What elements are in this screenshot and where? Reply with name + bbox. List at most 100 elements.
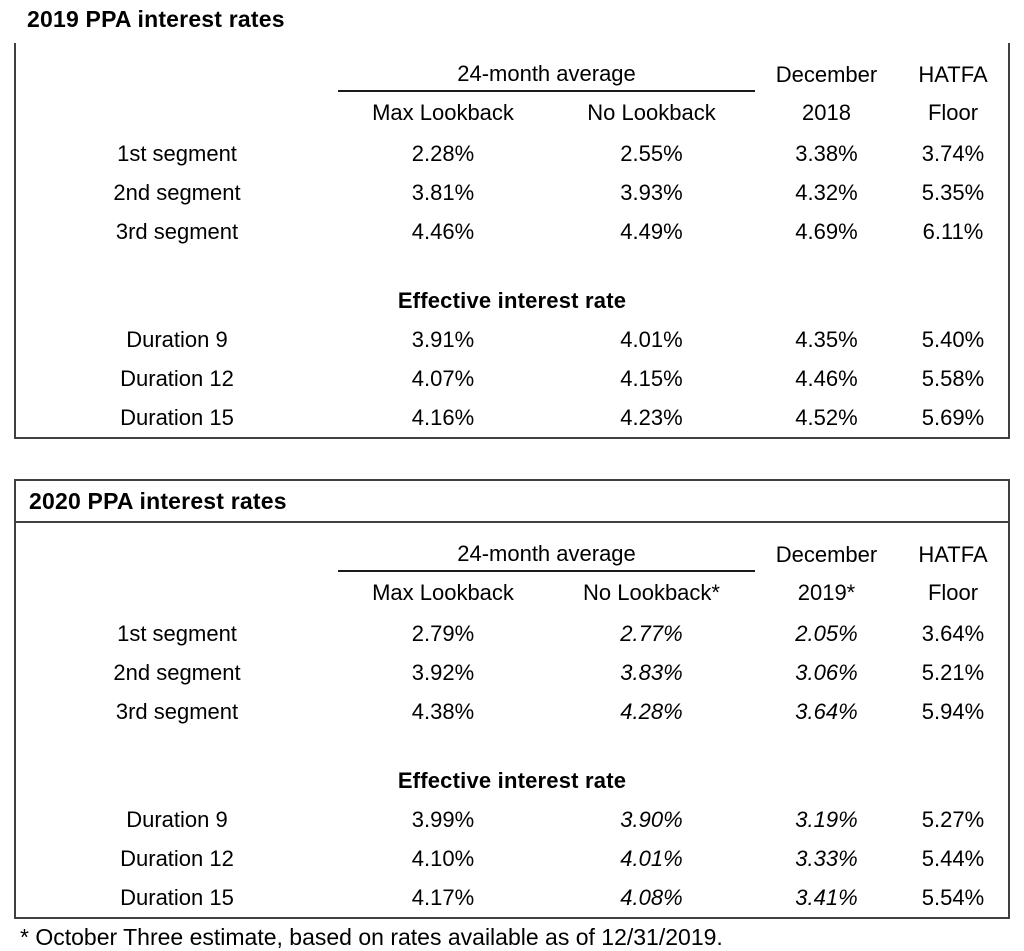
header-row: Max Lookback No Lookback* 2019* Floor <box>16 571 1008 614</box>
spacer-cell <box>16 731 1008 761</box>
table-row: Duration 12 4.07% 4.15% 4.46% 5.58% <box>16 359 1008 398</box>
cell-max-lookback: 4.17% <box>411 884 475 910</box>
cell-no-lookback: 4.01% <box>620 326 683 352</box>
table-row: 1st segment 2.79% 2.77% 2.05% 3.64% <box>16 614 1008 653</box>
cell-december: 3.06% <box>795 659 858 685</box>
cell-december: 4.35% <box>795 326 858 352</box>
row-label: Duration 15 <box>120 884 234 910</box>
cell-hatfa-floor: 5.54% <box>921 884 985 910</box>
cell-december: 4.52% <box>795 404 858 430</box>
cell-hatfa-floor: 5.58% <box>921 365 985 391</box>
cell-max-lookback: 4.07% <box>411 365 475 391</box>
cell-december: 3.19% <box>795 806 858 832</box>
cell-max-lookback: 4.46% <box>411 218 475 244</box>
spacer-row <box>16 731 1008 761</box>
spacer-row <box>16 251 1008 281</box>
col-header-no-lookback: No Lookback <box>587 100 716 125</box>
cell-december: 4.69% <box>795 218 858 244</box>
table-row: Duration 9 3.91% 4.01% 4.35% 5.40% <box>16 320 1008 359</box>
row-label: 3rd segment <box>115 218 239 244</box>
cell-max-lookback: 2.79% <box>411 620 475 646</box>
cell-hatfa-floor: 5.35% <box>921 179 985 205</box>
table-row: 2nd segment 3.92% 3.83% 3.06% 5.21% <box>16 653 1008 692</box>
cell-hatfa-floor: 3.64% <box>921 620 985 646</box>
cell-hatfa-floor: 5.44% <box>921 845 985 871</box>
cell-max-lookback: 3.81% <box>411 179 475 205</box>
empty-cell <box>16 43 338 91</box>
cell-max-lookback: 3.99% <box>411 806 475 832</box>
cell-no-lookback: 4.28% <box>620 698 683 724</box>
row-label: Duration 12 <box>120 365 234 391</box>
cell-no-lookback: 3.93% <box>620 179 683 205</box>
ppa-2020-table-box: 2020 PPA interest rates 24-month average… <box>14 479 1010 919</box>
row-label: 1st segment <box>117 140 237 166</box>
cell-december: 3.33% <box>795 845 858 871</box>
cell-no-lookback: 4.49% <box>620 218 683 244</box>
row-label: 3rd segment <box>115 698 239 724</box>
rates-table-2019: 24-month average December HATFA Max Look… <box>16 43 1008 437</box>
table-row: Duration 15 4.16% 4.23% 4.52% 5.69% <box>16 398 1008 437</box>
col-header-floor: Floor <box>927 99 979 125</box>
section-row: Effective interest rate <box>16 761 1008 800</box>
cell-max-lookback: 3.91% <box>411 326 475 352</box>
section-row: Effective interest rate <box>16 281 1008 320</box>
section-label: Effective interest rate <box>397 767 627 793</box>
cell-no-lookback: 3.83% <box>620 659 683 685</box>
cell-no-lookback: 2.55% <box>620 140 683 166</box>
empty-cell <box>16 571 338 614</box>
spacer-cell <box>16 251 1008 281</box>
col-header-december: December <box>775 542 878 567</box>
cell-max-lookback: 4.10% <box>411 845 475 871</box>
row-label: 2nd segment <box>113 659 241 685</box>
cell-hatfa-floor: 3.74% <box>921 140 985 166</box>
cell-no-lookback: 2.77% <box>620 620 683 646</box>
cell-no-lookback: 4.15% <box>620 365 683 391</box>
row-label: Duration 12 <box>120 845 234 871</box>
cell-hatfa-floor: 5.21% <box>921 659 985 685</box>
table-row: 2nd segment 3.81% 3.93% 4.32% 5.35% <box>16 173 1008 212</box>
cell-max-lookback: 4.38% <box>411 698 475 724</box>
row-label: Duration 9 <box>126 806 228 832</box>
cell-max-lookback: 3.92% <box>411 659 475 685</box>
table-title-2019: 2019 PPA interest rates <box>27 6 285 32</box>
table-row: 1st segment 2.28% 2.55% 3.38% 3.74% <box>16 134 1008 173</box>
cell-no-lookback: 4.23% <box>620 404 683 430</box>
cell-december: 4.32% <box>795 179 858 205</box>
table-row: 3rd segment 4.46% 4.49% 4.69% 6.11% <box>16 212 1008 251</box>
cell-december: 4.46% <box>795 365 858 391</box>
table-row: Duration 9 3.99% 3.90% 3.19% 5.27% <box>16 800 1008 839</box>
cell-hatfa-floor: 5.40% <box>921 326 985 352</box>
table-row: 3rd segment 4.38% 4.28% 3.64% 5.94% <box>16 692 1008 731</box>
cell-no-lookback: 4.01% <box>620 845 683 871</box>
cell-max-lookback: 4.16% <box>411 404 475 430</box>
section-label: Effective interest rate <box>397 287 627 313</box>
footnote: * October Three estimate, based on rates… <box>20 924 723 950</box>
cell-hatfa-floor: 6.11% <box>922 218 984 244</box>
cell-hatfa-floor: 5.94% <box>921 698 985 724</box>
row-label: Duration 9 <box>126 326 228 352</box>
col-header-max-lookback: Max Lookback <box>372 580 514 605</box>
ppa-2019-table-box: 24-month average December HATFA Max Look… <box>14 43 1010 439</box>
empty-cell <box>16 91 338 134</box>
table-title-2020: 2020 PPA interest rates <box>16 481 1008 523</box>
header-row: Max Lookback No Lookback 2018 Floor <box>16 91 1008 134</box>
col-header-hatfa: HATFA <box>918 62 988 87</box>
col-header-year: 2018 <box>802 99 851 125</box>
cell-december: 3.38% <box>795 140 858 166</box>
header-group-row: 24-month average December HATFA <box>16 43 1008 92</box>
col-group-24-month-average: 24-month average <box>338 43 755 92</box>
cell-no-lookback: 4.08% <box>620 884 683 910</box>
cell-december: 2.05% <box>795 620 858 646</box>
cell-december: 3.64% <box>795 698 858 724</box>
col-header-hatfa: HATFA <box>918 542 988 567</box>
col-header-no-lookback: No Lookback* <box>583 580 720 605</box>
col-header-december: December <box>775 62 878 87</box>
empty-cell <box>16 523 338 571</box>
row-label: 2nd segment <box>113 179 241 205</box>
col-header-max-lookback: Max Lookback <box>372 100 514 125</box>
table-row: Duration 15 4.17% 4.08% 3.41% 5.54% <box>16 878 1008 917</box>
col-group-24-month-average: 24-month average <box>338 523 755 572</box>
row-label: Duration 15 <box>120 404 234 430</box>
header-group-row: 24-month average December HATFA <box>16 523 1008 572</box>
